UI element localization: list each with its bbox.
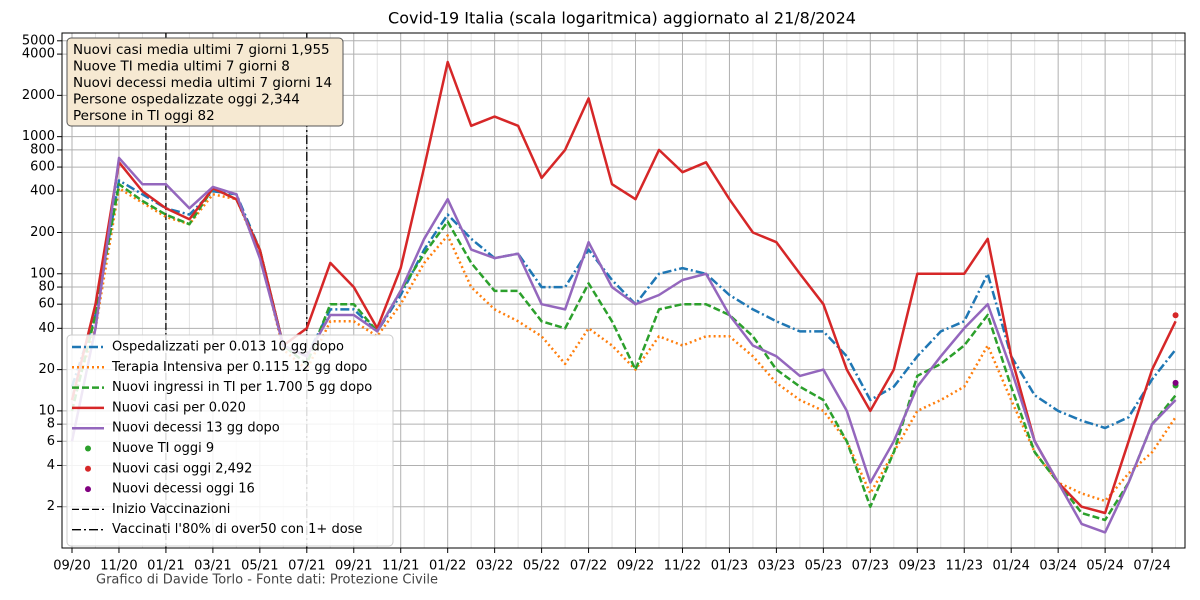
x-tick-label: 07/22 [570, 559, 607, 574]
legend-label: Terapia Intensiva per 0.115 12 gg dopo [111, 360, 367, 375]
x-tick-label: 11/20 [100, 559, 137, 574]
y-tick-label: 400 [30, 184, 55, 199]
legend-swatch [85, 445, 91, 452]
legend-label: Nuovi ingressi in TI per 1.700 5 gg dopo [112, 380, 372, 395]
x-tick-label: 11/23 [946, 559, 983, 574]
legend-label: Nuovi casi oggi 2,492 [112, 461, 252, 476]
x-tick-label: 09/22 [617, 559, 654, 574]
legend: Ospedalizzati per 0.013 10 gg dopo Terapi… [66, 334, 394, 547]
x-tick-label: 09/20 [53, 559, 90, 574]
y-tick-label: 4 [47, 458, 55, 473]
info-line: Nuovi casi media ultimi 7 giorni 1,955 [73, 42, 330, 58]
x-tick-label: 07/24 [1133, 559, 1170, 574]
legend-label: Nuovi decessi 13 gg dopo [112, 421, 280, 436]
legend-swatch [85, 486, 91, 493]
x-tick-label: 05/22 [523, 559, 560, 574]
legend-label: Ospedalizzati per 0.013 10 gg dopo [112, 340, 344, 355]
y-tick-label: 2 [47, 499, 55, 514]
x-tick-label: 01/24 [992, 559, 1029, 574]
info-line: Nuove TI media ultimi 7 giorni 8 [73, 59, 290, 75]
x-tick-label: 07/23 [852, 559, 889, 574]
y-tick-label: 1000 [22, 129, 55, 144]
today-point [1172, 312, 1179, 319]
y-tick-label: 6 [47, 434, 55, 449]
x-tick-label: 01/23 [711, 559, 748, 574]
x-tick-label: 03/22 [476, 559, 513, 574]
y-tick-label: 8 [47, 417, 55, 432]
y-tick-label: 2000 [22, 88, 55, 103]
info-box-bg [66, 37, 344, 127]
y-tick-label: 4000 [22, 47, 55, 62]
legend-swatch [85, 465, 91, 472]
x-tick-label: 05/24 [1086, 559, 1123, 574]
info-line: Persone ospedalizzate oggi 2,344 [73, 92, 300, 108]
x-tick-label: 03/24 [1039, 559, 1076, 574]
info-line: Persone in TI oggi 82 [73, 108, 215, 124]
y-tick-label: 600 [30, 160, 55, 175]
axes: 09/20 11/20 01/21 03/21 05/21 07/21 09/21 11/21… [22, 33, 1171, 573]
y-tick-label: 5000 [22, 33, 55, 48]
x-tick-label: 03/23 [758, 559, 795, 574]
series-line [70, 156, 1177, 534]
y-tick-label: 60 [38, 297, 55, 312]
legend-label: Nuovi decessi oggi 16 [112, 482, 255, 497]
series-line [70, 182, 1177, 522]
legend-bg [66, 334, 394, 547]
x-tick-label: 03/21 [194, 559, 231, 574]
x-tick-label: 01/21 [147, 559, 184, 574]
legend-label: Inizio Vaccinazioni [112, 502, 230, 517]
legend-label: Nuovi casi per 0.020 [112, 400, 246, 415]
x-tick-label: 07/21 [288, 559, 325, 574]
series-line [70, 60, 1177, 515]
x-tick-label: 05/21 [241, 559, 278, 574]
legend-label: Vaccinati l'80% di over50 con 1+ dose [112, 522, 362, 537]
today-point [1172, 379, 1179, 386]
plot-frame [61, 32, 1186, 549]
chart-title: Covid-19 Italia (scala logaritmica) aggi… [388, 9, 856, 28]
y-tick-label: 40 [38, 321, 55, 336]
y-tick-label: 80 [38, 280, 55, 295]
x-tick-label: 11/22 [664, 559, 701, 574]
legend-label: Nuove TI oggi 9 [112, 441, 214, 456]
y-tick-label: 20 [38, 362, 55, 377]
x-tick-label: 09/21 [335, 559, 372, 574]
x-tick-label: 11/21 [382, 559, 419, 574]
y-tick-label: 800 [30, 142, 55, 157]
y-tick-label: 10 [38, 403, 55, 418]
info-line: Nuovi decessi media ultimi 7 giorni 14 [73, 75, 332, 91]
footer: Grafico di Davide Torlo - Fonte dati: Pr… [96, 573, 438, 588]
x-tick-label: 01/22 [429, 559, 466, 574]
x-tick-label: 09/23 [899, 559, 936, 574]
y-tick-label: 100 [30, 266, 55, 281]
info-box: Nuovi casi media ultimi 7 giorni 1,955Nu… [66, 37, 344, 127]
x-tick-label: 05/23 [805, 559, 842, 574]
y-tick-label: 200 [30, 225, 55, 240]
